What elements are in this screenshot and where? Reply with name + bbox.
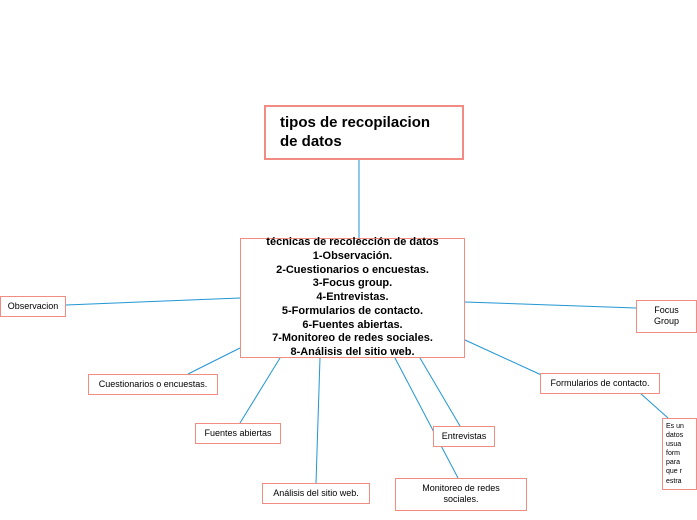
leaf-node-analisis[interactable]: Análisis del sitio web. <box>262 483 370 504</box>
middle-label: técnicas de recolección de datos 1-Obser… <box>266 236 438 360</box>
edge-middle-monitoreo <box>395 358 458 478</box>
leaf-node-formularios[interactable]: Formularios de contacto. <box>540 373 660 394</box>
leaf-label: Formularios de contacto. <box>550 378 649 389</box>
leaf-label: Observacion <box>8 301 59 312</box>
leaf-node-cuestionarios[interactable]: Cuestionarios o encuestas. <box>88 374 218 395</box>
leaf-label: Análisis del sitio web. <box>273 488 359 499</box>
root-node[interactable]: tipos de recopilacion de datos <box>264 105 464 160</box>
leaf-label: Focus Group <box>645 305 688 328</box>
leaf-label: Es un datos usua form para que r estra <box>666 422 684 486</box>
edge-middle-focus <box>465 302 636 308</box>
leaf-node-observacion[interactable]: Observacion <box>0 296 66 317</box>
leaf-node-detail[interactable]: Es un datos usua form para que r estra <box>662 418 697 490</box>
leaf-label: Entrevistas <box>442 431 487 442</box>
root-label: tipos de recopilacion de datos <box>280 114 430 152</box>
edge-middle-fuentes <box>240 358 280 423</box>
edge-middle-cuestionarios <box>188 348 240 374</box>
leaf-label: Cuestionarios o encuestas. <box>99 379 208 390</box>
edge-middle-analisis <box>316 358 320 483</box>
middle-node[interactable]: técnicas de recolección de datos 1-Obser… <box>240 238 465 358</box>
leaf-label: Fuentes abiertas <box>204 428 271 439</box>
edge-middle-observacion <box>66 298 240 305</box>
leaf-label: Monitoreo de redes sociales. <box>404 483 518 506</box>
leaf-node-monitoreo[interactable]: Monitoreo de redes sociales. <box>395 478 527 511</box>
edge-formularios-detail <box>640 393 668 418</box>
edge-middle-entrevistas <box>420 358 460 426</box>
leaf-node-fuentes[interactable]: Fuentes abiertas <box>195 423 281 444</box>
leaf-node-entrevistas[interactable]: Entrevistas <box>433 426 495 447</box>
leaf-node-focus[interactable]: Focus Group <box>636 300 697 333</box>
edge-middle-formularios <box>465 340 548 378</box>
